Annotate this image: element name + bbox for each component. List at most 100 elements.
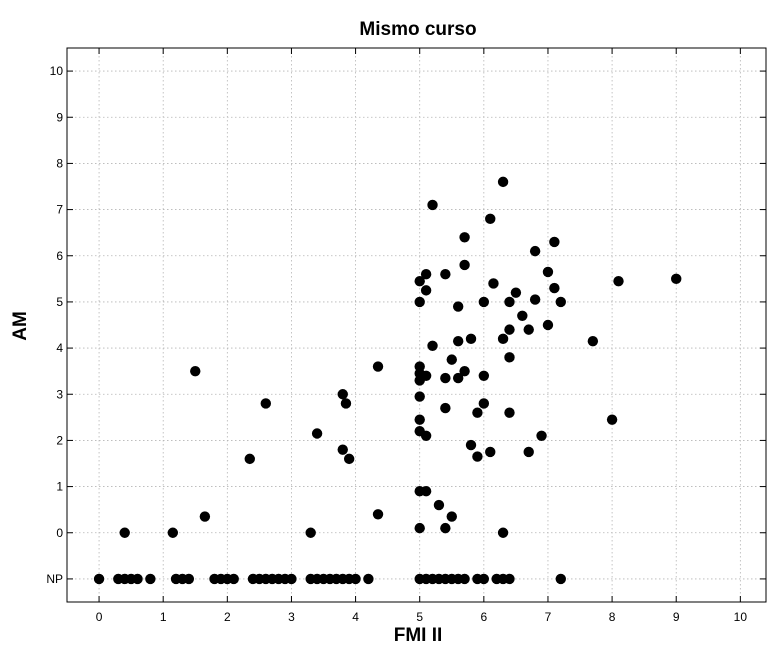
data-point [363, 573, 374, 585]
data-point [260, 398, 271, 409]
data-point [414, 296, 425, 308]
data-point [510, 287, 522, 298]
y-axis-tick-labels: NP 0 1 2 3 4 5 6 7 8 9 10 [46, 64, 63, 586]
data-point [350, 573, 361, 585]
data-point [472, 451, 483, 462]
data-point [523, 446, 534, 458]
data-point [504, 407, 515, 418]
x-tick-label: 8 [609, 610, 616, 624]
data-point [452, 372, 464, 384]
x-tick-label: 10 [734, 610, 748, 624]
x-tick-label: 1 [160, 610, 167, 624]
x-axis-tick-labels: 0 1 2 3 4 5 6 7 8 9 10 [96, 610, 748, 624]
data-point [549, 236, 560, 248]
data-point [478, 398, 490, 409]
y-tick-label: 3 [56, 387, 63, 401]
data-point [337, 444, 348, 455]
data-point [305, 527, 316, 538]
data-point [433, 499, 445, 511]
data-point [190, 365, 201, 377]
data-point [536, 430, 547, 441]
x-tick-label: 5 [416, 610, 423, 624]
data-point [414, 414, 425, 425]
data-point [542, 266, 554, 278]
plot-frame [66, 47, 767, 603]
data-point [340, 398, 352, 409]
data-point [414, 391, 425, 402]
data-points [93, 176, 682, 585]
data-point [472, 407, 483, 418]
data-point [465, 333, 477, 345]
data-point [497, 176, 509, 188]
y-tick-label: 1 [56, 480, 63, 494]
data-point [199, 511, 211, 522]
data-point [485, 446, 496, 458]
y-tick-label: 0 [56, 526, 63, 540]
grid-lines [67, 48, 766, 602]
data-point [420, 285, 432, 296]
y-tick-label: 4 [56, 341, 63, 355]
x-tick-label: 0 [96, 610, 103, 624]
data-point [167, 527, 179, 538]
data-point [555, 296, 566, 308]
data-point [504, 296, 515, 308]
data-point [337, 389, 348, 400]
data-point [446, 511, 457, 522]
data-point [452, 335, 464, 347]
data-point [440, 522, 451, 534]
data-point [228, 573, 239, 585]
data-point [459, 365, 470, 377]
data-point [459, 259, 470, 271]
y-tick-label: NP [46, 572, 63, 586]
data-point [244, 453, 255, 465]
data-point [183, 573, 195, 585]
x-axis-label: FMI II [394, 625, 443, 646]
data-point [372, 361, 384, 372]
data-point [440, 402, 451, 414]
data-point [478, 296, 490, 308]
data-point [440, 269, 451, 280]
data-point [613, 275, 624, 287]
data-point [420, 370, 432, 381]
data-point [504, 352, 515, 363]
data-point [529, 294, 541, 305]
data-point [606, 414, 618, 425]
y-tick-label: 2 [56, 433, 63, 447]
data-point [311, 428, 323, 439]
x-tick-label: 7 [545, 610, 552, 624]
x-tick-label: 2 [224, 610, 231, 624]
data-point [132, 573, 143, 585]
data-point [459, 232, 470, 243]
data-point [420, 430, 432, 441]
data-point [343, 453, 355, 465]
data-point [504, 573, 515, 585]
data-point [497, 333, 509, 345]
data-point [427, 199, 438, 211]
data-point [119, 527, 130, 538]
y-tick-label: 10 [50, 64, 64, 78]
data-point [587, 335, 599, 347]
y-tick-label: 8 [56, 156, 63, 170]
data-point [420, 486, 432, 497]
data-point [497, 527, 509, 538]
axis-ticks [67, 48, 766, 602]
data-point [478, 573, 490, 585]
data-point [465, 439, 477, 451]
data-point [452, 301, 464, 312]
x-tick-label: 6 [480, 610, 487, 624]
data-point [478, 370, 490, 381]
y-tick-label: 5 [56, 295, 63, 309]
chart-title: Mismo curso [359, 19, 476, 40]
data-point [414, 275, 425, 287]
x-tick-label: 3 [288, 610, 295, 624]
data-point [549, 282, 560, 294]
data-point [459, 573, 470, 585]
data-point [414, 522, 425, 534]
y-tick-label: 9 [56, 110, 63, 124]
data-point [542, 319, 554, 331]
y-axis-label: AM [10, 311, 31, 341]
data-point [529, 245, 541, 257]
data-point [488, 278, 499, 289]
data-point [440, 372, 451, 384]
data-point [671, 273, 682, 285]
